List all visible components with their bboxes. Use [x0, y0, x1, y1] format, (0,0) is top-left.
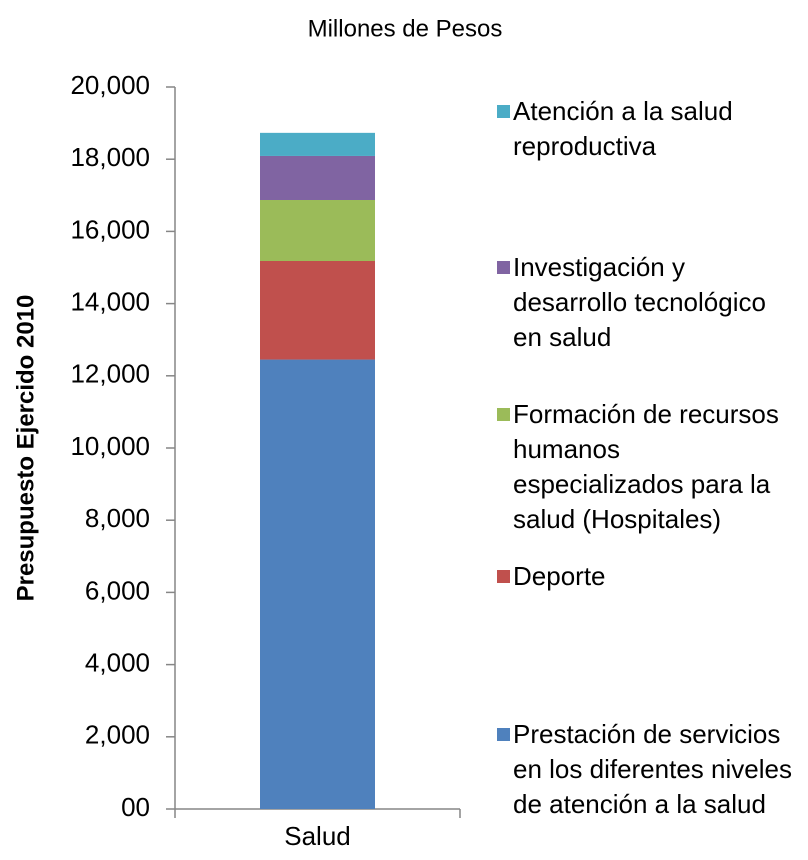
bar-segment — [260, 199, 375, 262]
legend-label: Formación de recursos humanos especializ… — [513, 399, 779, 534]
legend-label: Prestación de servicios en los diferente… — [513, 719, 792, 819]
legend-item: Prestación de servicios en los diferente… — [497, 717, 797, 822]
y-tick-label: 6,000 — [85, 575, 150, 605]
y-tick-label: 10,000 — [70, 431, 150, 461]
legend-item: Atención a la salud reproductiva — [497, 94, 797, 164]
legend-label: Deporte — [513, 561, 606, 591]
legend-item: Formación de recursos humanos especializ… — [497, 397, 797, 537]
y-tick-label: 12,000 — [70, 359, 150, 389]
y-tick-label: 20,000 — [70, 70, 150, 100]
legend-label: Atención a la salud reproductiva — [513, 96, 733, 161]
y-tick-label: 2,000 — [85, 720, 150, 750]
y-tick-label: 00 — [121, 792, 150, 822]
bar-segment — [260, 261, 375, 360]
y-tick-label: 14,000 — [70, 286, 150, 316]
legend-item: Deporte — [497, 559, 797, 594]
legend-swatch — [497, 728, 510, 741]
legend-swatch — [497, 105, 510, 118]
legend-label: Investigación y desarrollo tecnológico e… — [513, 252, 766, 352]
bar-segment — [260, 155, 375, 200]
x-tick-label: Salud — [284, 821, 351, 851]
y-tick-label: 4,000 — [85, 647, 150, 677]
legend-swatch — [497, 408, 510, 421]
legend-swatch — [497, 261, 510, 274]
y-tick-label: 18,000 — [70, 142, 150, 172]
legend-item: Investigación y desarrollo tecnológico e… — [497, 250, 797, 355]
y-tick-label: 8,000 — [85, 503, 150, 533]
bar-segment — [260, 359, 375, 809]
bar-segment — [260, 132, 375, 156]
y-tick-label: 16,000 — [70, 214, 150, 244]
legend-swatch — [497, 570, 510, 583]
chart-title: Millones de Pesos — [308, 15, 503, 42]
y-axis-label: Presupuesto Ejercido 2010 — [12, 295, 39, 602]
